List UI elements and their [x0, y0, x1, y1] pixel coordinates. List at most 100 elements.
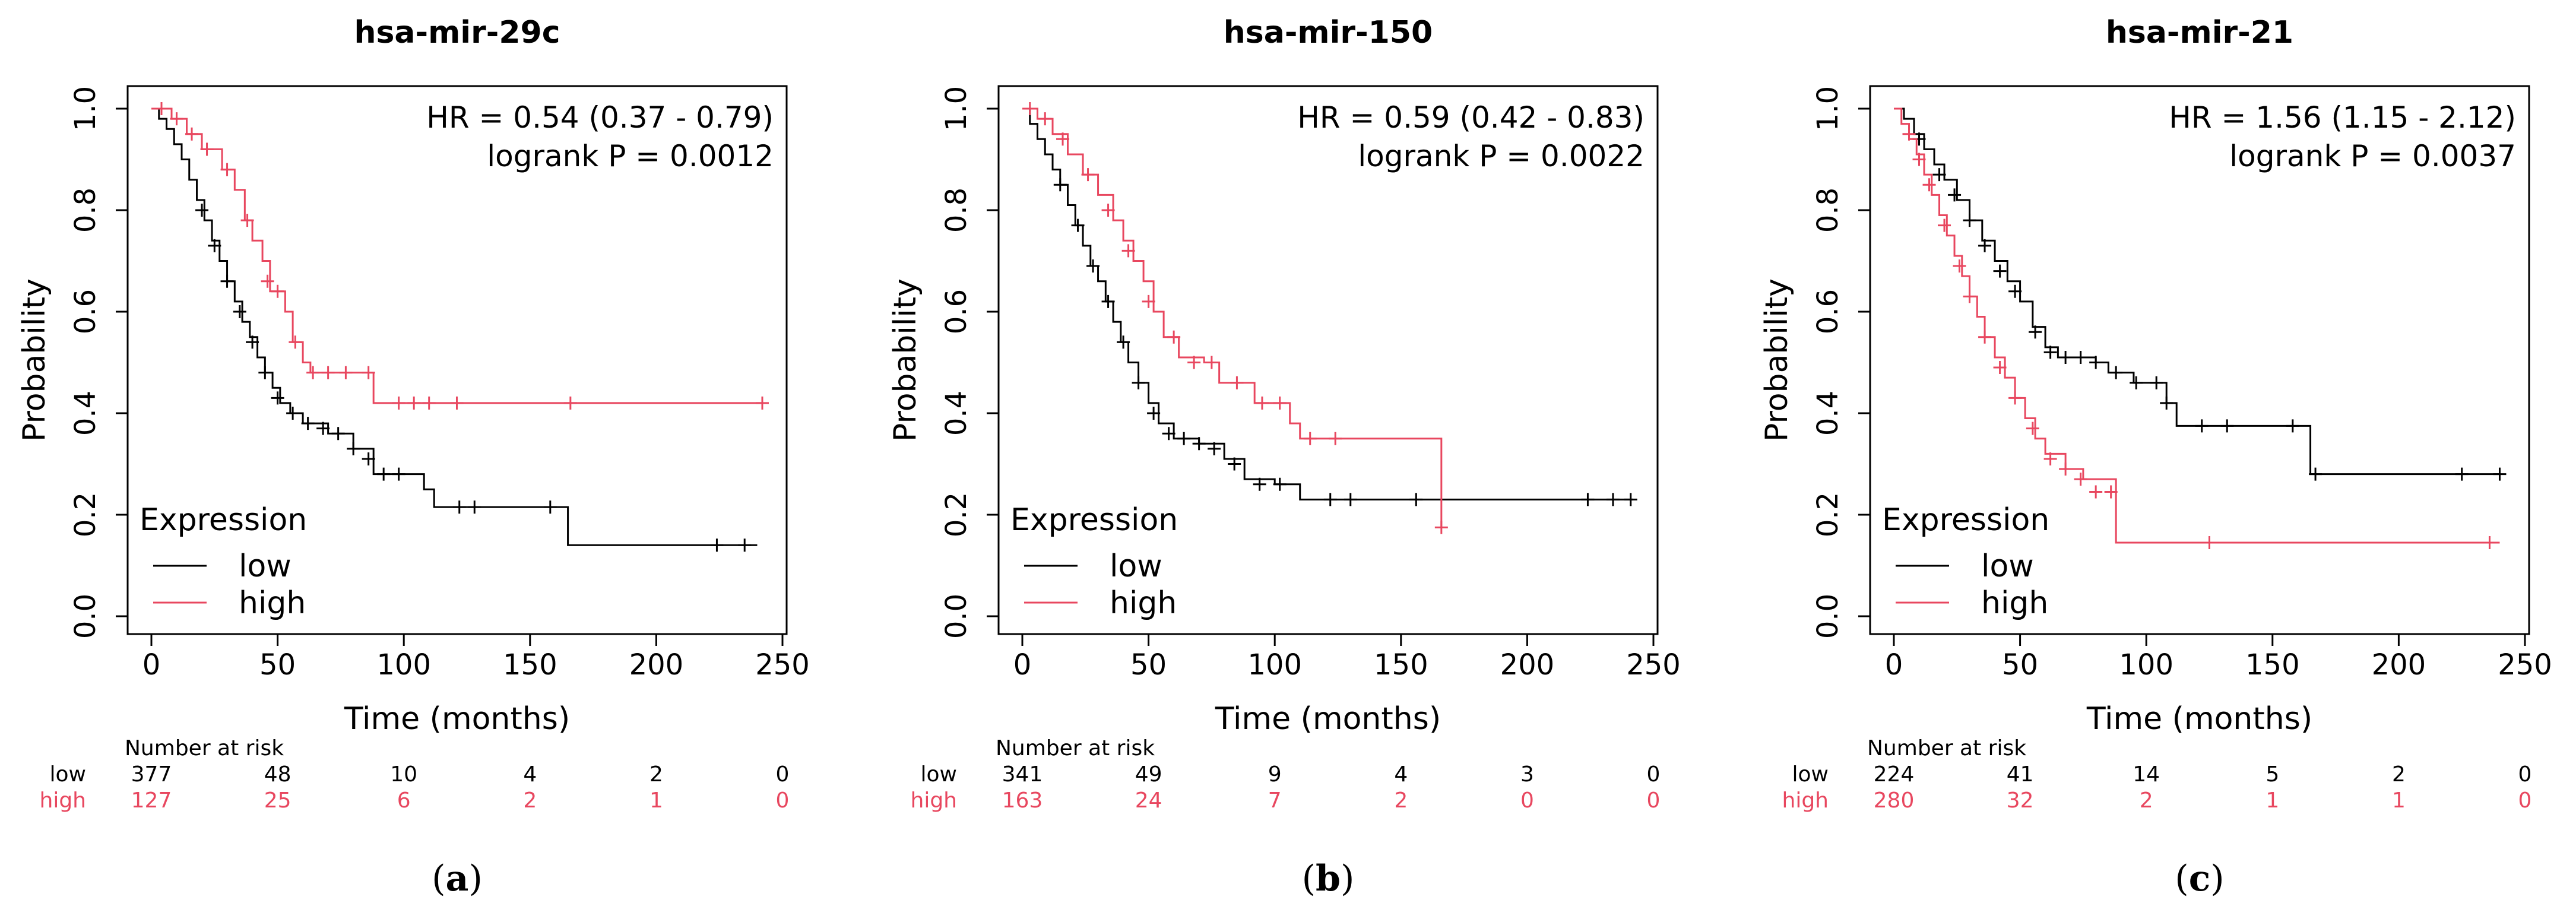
x-tick-label: 250 [2498, 648, 2552, 682]
risk-value-low: 4 [1394, 762, 1408, 787]
censor-mark-low [1978, 239, 1992, 252]
censor-mark-high [407, 396, 421, 410]
censor-mark-low [1132, 376, 1145, 389]
censor-mark-high [1902, 127, 1916, 141]
censor-mark-low [1253, 477, 1266, 491]
censor-mark-low [258, 366, 272, 379]
censor-mark-high [1101, 204, 1115, 217]
x-tick-label: 100 [1247, 648, 1302, 682]
censor-mark-high [1121, 244, 1135, 258]
x-axis-label: Time (months) [344, 701, 570, 737]
censor-mark-low [1192, 437, 1206, 451]
risk-row-label-low: low [50, 762, 86, 787]
x-tick-label: 200 [1500, 648, 1555, 682]
x-tick-label: 200 [629, 648, 684, 682]
risk-table-header: Number at risk [1867, 736, 2026, 761]
censor-mark-high [755, 396, 769, 410]
censor-mark-high [1038, 112, 1052, 126]
censor-mark-high [170, 112, 183, 126]
risk-value-low: 48 [264, 762, 291, 787]
logrank-p-text: logrank P = 0.0012 [487, 139, 774, 173]
y-tick-label: 0.2 [69, 492, 102, 537]
risk-value-high: 1 [2266, 788, 2279, 813]
censor-mark-low [710, 538, 724, 552]
censor-mark-low [195, 204, 209, 217]
y-tick-label: 1.0 [940, 86, 973, 131]
x-tick-label: 150 [503, 648, 557, 682]
censor-mark-high [392, 396, 405, 410]
x-tick-label: 250 [1626, 648, 1681, 682]
y-axis-label: Probability [1759, 278, 1795, 442]
censor-mark-low [2286, 419, 2299, 433]
risk-row-label-high: high [911, 788, 958, 813]
censor-mark-high [1255, 396, 1269, 410]
censor-mark-low [246, 335, 259, 349]
censor-mark-high [1230, 376, 1244, 389]
censor-mark-low [2130, 376, 2143, 389]
censor-mark-low [2195, 419, 2209, 433]
censor-mark-high [306, 366, 320, 379]
censor-mark-high [563, 396, 577, 410]
risk-value-high: 2 [523, 788, 537, 813]
censor-mark-high [422, 396, 436, 410]
subfigure-caption: (a) [432, 858, 483, 899]
risk-value-low: 5 [2266, 762, 2279, 787]
censor-mark-low [286, 407, 300, 420]
chart-title: hsa-mir-21 [2106, 15, 2293, 50]
censor-mark-low [2493, 467, 2507, 481]
censor-mark-low [543, 500, 557, 514]
y-tick-label: 1.0 [1811, 86, 1845, 131]
x-axis-label: Time (months) [1215, 701, 1441, 737]
censor-mark-high [1329, 432, 1342, 445]
legend-label-low: low [1110, 549, 1162, 584]
legend-title: Expression [140, 502, 307, 538]
y-axis-label: Probability [17, 278, 52, 442]
logrank-p-text: logrank P = 0.0022 [1358, 139, 1645, 173]
censor-mark-low [271, 391, 284, 405]
censor-mark-low [738, 538, 752, 552]
risk-value-high: 0 [2518, 788, 2532, 813]
censor-mark-low [1177, 432, 1191, 445]
risk-value-low: 377 [131, 762, 172, 787]
censor-mark-low [2150, 376, 2163, 389]
censor-mark-high [1142, 294, 1155, 308]
risk-value-high: 1 [649, 788, 663, 813]
hazard-ratio-text: HR = 1.56 (1.15 - 2.12) [2169, 100, 2516, 135]
censor-mark-high [1938, 218, 1951, 232]
censor-mark-low [1117, 335, 1130, 349]
censor-mark-low [2109, 366, 2123, 379]
y-tick-label: 0.0 [1811, 594, 1845, 639]
risk-row-label-high: high [1782, 788, 1829, 813]
censor-mark-low [1606, 493, 1620, 506]
censor-mark-low [1344, 493, 1357, 506]
y-tick-label: 1.0 [69, 86, 102, 131]
risk-value-low: 224 [1874, 762, 1915, 787]
risk-row-label-low: low [921, 762, 957, 787]
censor-mark-low [1101, 294, 1115, 308]
censor-mark-low [1086, 259, 1100, 273]
censor-mark-low [1932, 168, 1946, 182]
censor-mark-low [452, 500, 466, 514]
plot-frame [1869, 85, 2530, 635]
censor-mark-low [362, 452, 375, 465]
censor-mark-high [362, 366, 375, 379]
censor-mark-low [2074, 350, 2087, 364]
censor-mark-high [1056, 132, 1070, 146]
y-tick-label: 0.2 [940, 492, 973, 537]
censor-mark-low [2455, 467, 2469, 481]
censor-mark-low [347, 442, 360, 455]
censor-mark-low [1071, 218, 1085, 232]
risk-value-high: 280 [1874, 788, 1915, 813]
censor-mark-high [2026, 422, 2039, 435]
x-tick-label: 50 [2002, 648, 2038, 682]
y-tick-label: 0.0 [69, 594, 102, 639]
logrank-p-text: logrank P = 0.0037 [2229, 139, 2516, 173]
risk-value-high: 24 [1135, 788, 1162, 813]
survival-curve-low [151, 107, 758, 546]
risk-value-high: 1 [2392, 788, 2406, 813]
censor-mark-low [2043, 346, 2057, 359]
risk-value-low: 341 [1002, 762, 1043, 787]
censor-mark-low [1228, 457, 1241, 471]
plot-frame [126, 85, 788, 635]
